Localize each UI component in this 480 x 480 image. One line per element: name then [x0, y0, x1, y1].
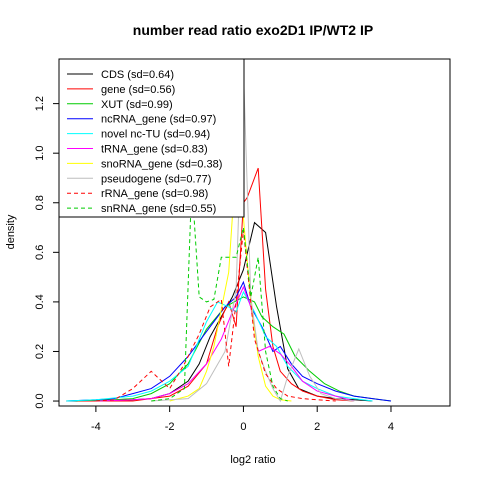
- chart-title: number read ratio exo2D1 IP/WT2 IP: [133, 22, 373, 38]
- series-line-9: [151, 182, 288, 402]
- legend-label-3: ncRNA_gene (sd=0.97): [101, 114, 216, 126]
- legend-label-2: XUT (sd=0.99): [101, 99, 173, 111]
- series-layer: [66, 68, 392, 403]
- y-tick-label: 0.0: [34, 393, 46, 408]
- legend: CDS (sd=0.64) gene (sd=0.56) XUT (sd=0.99)…: [58, 58, 245, 218]
- legend-box: [58, 58, 245, 218]
- series-line-1: [77, 167, 355, 402]
- series-line-8: [95, 229, 336, 402]
- legend-label-4: novel nc-TU (sd=0.94): [101, 129, 210, 141]
- legend-label-7: pseudogene (sd=0.77): [101, 173, 211, 185]
- x-tick-label: -2: [165, 421, 175, 433]
- x-tick-label: 0: [240, 421, 246, 433]
- series-line-4: [66, 290, 373, 402]
- y-tick-label: 0.4: [34, 294, 46, 309]
- legend-label-0: CDS (sd=0.64): [101, 69, 174, 81]
- x-tick-label: -4: [91, 421, 101, 433]
- y-tick-label: 0.6: [34, 245, 46, 260]
- legend-label-6: snoRNA_gene (sd=0.38): [101, 158, 222, 170]
- x-axis: -4 -2 0 2 4: [91, 405, 394, 433]
- series-line-2: [66, 296, 392, 402]
- series-line-5: [95, 285, 355, 402]
- plot-area: [58, 58, 451, 407]
- x-tick-label: 4: [388, 421, 394, 433]
- x-tick-label: 2: [314, 421, 320, 433]
- series-line-3: [66, 280, 392, 402]
- legend-label-8: rRNA_gene (sd=0.98): [101, 188, 208, 200]
- y-axis: 0.0 0.2 0.4 0.6 0.8 1.0 1.2: [34, 96, 60, 409]
- series-line-7: [151, 68, 355, 403]
- legend-label-1: gene (sd=0.56): [101, 84, 175, 96]
- y-tick-label: 1.0: [34, 146, 46, 161]
- legend-label-9: snRNA_gene (sd=0.55): [101, 203, 216, 215]
- y-tick-label: 0.2: [34, 344, 46, 359]
- y-axis-label: density: [5, 214, 17, 249]
- x-axis-label: log2 ratio: [230, 454, 275, 466]
- y-tick-label: 1.2: [34, 96, 46, 111]
- legend-label-5: tRNA_gene (sd=0.83): [101, 144, 208, 156]
- y-tick-label: 0.8: [34, 195, 46, 210]
